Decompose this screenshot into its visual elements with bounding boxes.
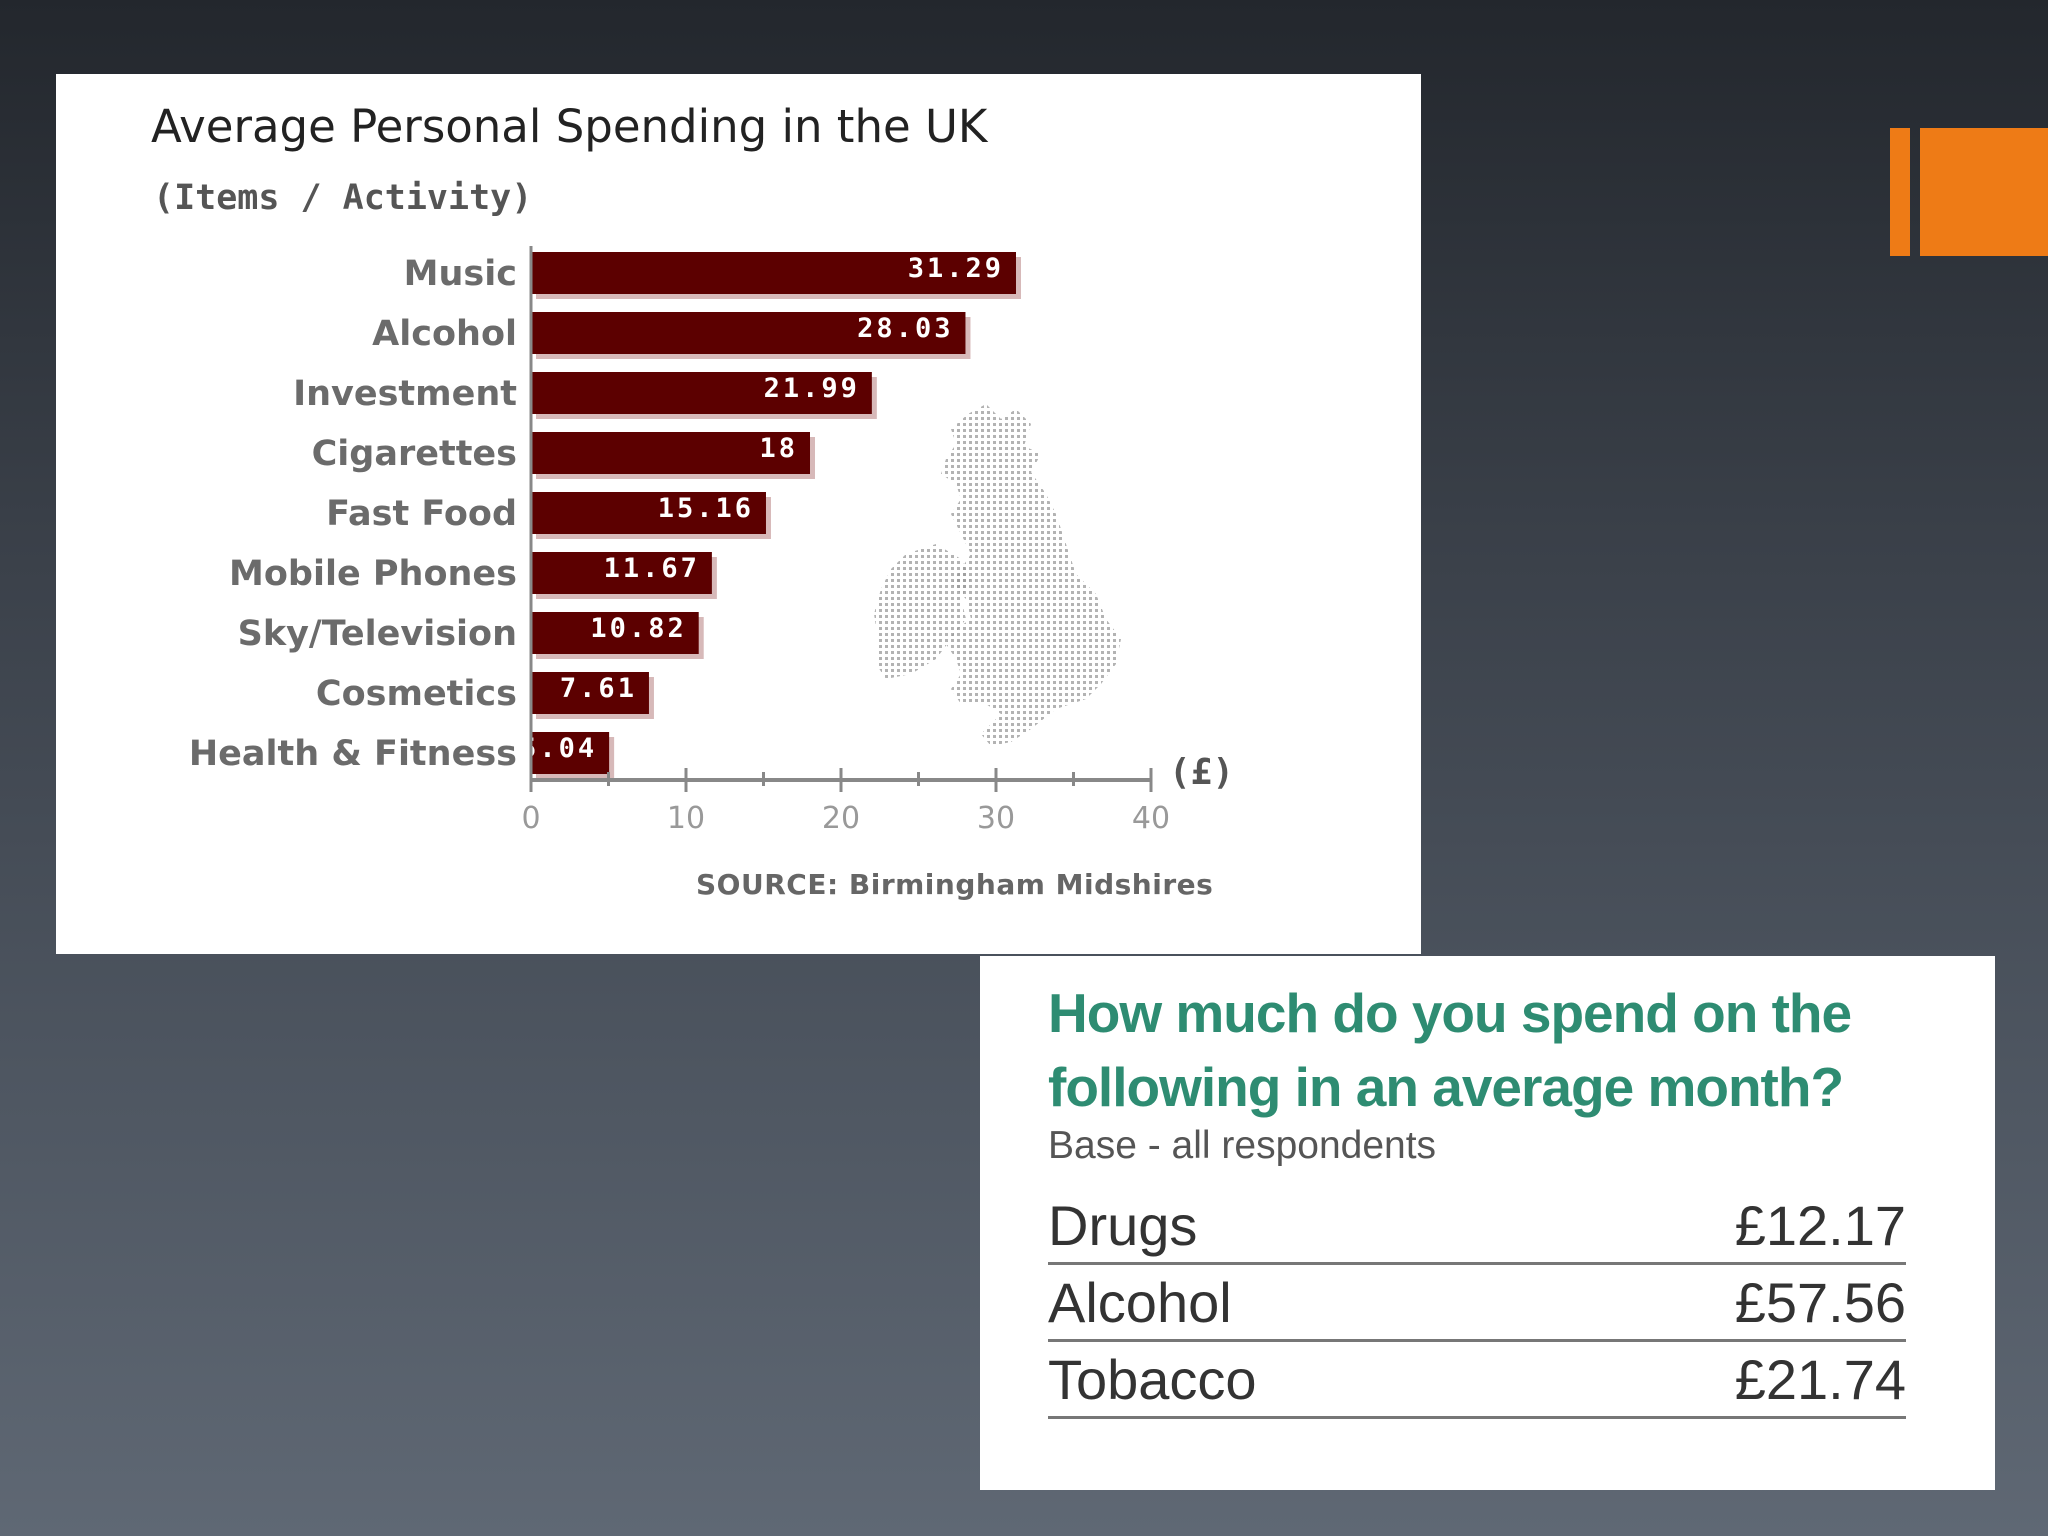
- row-label: Alcohol: [1048, 1270, 1232, 1334]
- category-label: Cigarettes: [312, 434, 517, 474]
- category-label: Health & Fitness: [189, 734, 517, 774]
- x-tick-label: 40: [1132, 801, 1170, 836]
- x-tick-label: 30: [977, 801, 1015, 836]
- row-label: Tobacco: [1048, 1347, 1257, 1411]
- bar: [531, 432, 810, 474]
- survey-base: Base - all respondents: [1048, 1124, 1437, 1167]
- bar: [531, 252, 1016, 294]
- row-value: £12.17: [1734, 1193, 1906, 1257]
- data-label: 15.16: [658, 493, 754, 524]
- bar: [531, 552, 712, 594]
- bar: [531, 732, 610, 774]
- table-row: Alcohol £57.56: [1048, 1265, 1906, 1342]
- accent-block: [1920, 128, 2048, 256]
- category-label: Sky/Television: [238, 614, 517, 654]
- bar: [531, 492, 766, 534]
- data-label: 18: [759, 433, 798, 464]
- table-row: Drugs £12.17: [1048, 1188, 1906, 1265]
- uk-map-decoration: [874, 404, 1121, 746]
- table-row: Tobacco £21.74: [1048, 1342, 1906, 1419]
- row-value: £21.74: [1734, 1347, 1906, 1411]
- survey-panel: How much do you spend on the following i…: [980, 956, 1995, 1490]
- data-label: 28.03: [857, 313, 953, 344]
- data-label: 31.29: [908, 253, 1004, 284]
- ireland-shape: [874, 544, 971, 679]
- chart-title: Average Personal Spending in the UK: [151, 100, 988, 153]
- bar: [531, 372, 872, 414]
- category-label: Alcohol: [372, 314, 517, 354]
- x-tick-label: 10: [667, 801, 705, 836]
- unit-label: (£): [1169, 752, 1234, 793]
- survey-title: How much do you spend on the following i…: [1048, 982, 1852, 1118]
- x-tick-label: 0: [521, 801, 540, 836]
- data-label: 7.61: [560, 673, 637, 704]
- category-label: Investment: [293, 374, 517, 414]
- data-label: 10.82: [590, 613, 686, 644]
- bar: [531, 312, 966, 354]
- category-label: Mobile Phones: [229, 554, 517, 594]
- bar: [531, 672, 649, 714]
- survey-table: Drugs £12.17 Alcohol £57.56 Tobacco £21.…: [1048, 1188, 1906, 1419]
- category-label: Fast Food: [326, 494, 517, 534]
- data-label: 21.99: [764, 373, 860, 404]
- x-tick-label: 20: [822, 801, 860, 836]
- chart-source: SOURCE: Birmingham Midshires: [696, 868, 1214, 901]
- data-label: 11.67: [604, 553, 700, 584]
- row-label: Drugs: [1048, 1193, 1198, 1257]
- row-value: £57.56: [1734, 1270, 1906, 1334]
- chart-subtitle: (Items / Activity): [153, 178, 533, 218]
- chart-panel: Average Personal Spending in the UK (Ite…: [56, 74, 1421, 954]
- accent-bar: [1890, 128, 1910, 256]
- bar: [531, 612, 699, 654]
- great-britain-shape: [941, 404, 1121, 746]
- category-label: Cosmetics: [316, 674, 517, 714]
- category-label: Music: [404, 254, 517, 294]
- bar-chart: Music 31.29 Alcohol 28.03 Investment 21.99 Cig…: [189, 246, 1234, 836]
